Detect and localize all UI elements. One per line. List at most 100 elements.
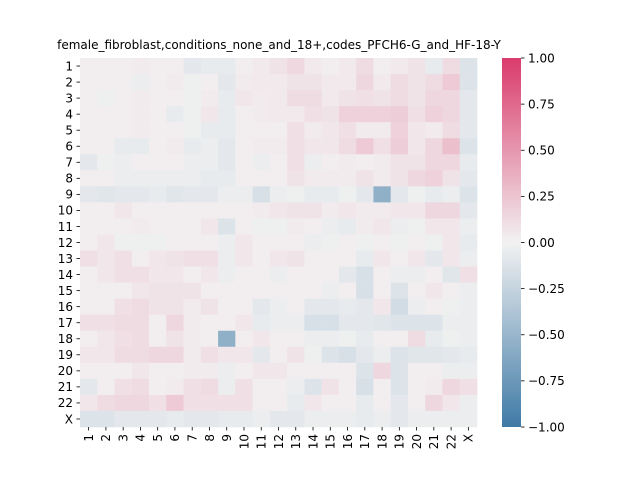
heatmap-cell	[269, 234, 288, 251]
heatmap-cell	[356, 362, 374, 380]
heatmap-cell	[183, 410, 202, 428]
heatmap-cell	[149, 186, 167, 203]
heatmap-cell	[425, 378, 443, 396]
heatmap-cell	[252, 122, 271, 139]
heatmap-cell	[97, 314, 115, 332]
heatmap-cell	[304, 298, 322, 315]
heatmap-cell	[235, 106, 253, 123]
y-tick-label: 4	[65, 107, 73, 121]
heatmap-cell	[287, 170, 305, 187]
heatmap-cell	[373, 202, 391, 219]
heatmap-cell	[114, 234, 133, 251]
heatmap-cell	[166, 202, 184, 219]
heatmap-cell	[80, 106, 98, 123]
heatmap-cell	[131, 90, 150, 107]
heatmap-cell	[338, 122, 357, 139]
heatmap-cell	[373, 218, 391, 235]
heatmap-cell	[356, 330, 374, 348]
heatmap-cell	[373, 314, 391, 332]
heatmap-cell	[149, 58, 167, 75]
heatmap-cell	[287, 234, 305, 251]
heatmap-cell	[373, 106, 391, 123]
heatmap-cell	[425, 362, 443, 380]
heatmap-cell	[149, 90, 167, 107]
heatmap-cell	[442, 74, 461, 91]
heatmap-cell	[80, 410, 98, 428]
heatmap-cell	[97, 58, 115, 75]
heatmap-cell	[131, 186, 150, 203]
heatmap-cell	[304, 378, 322, 396]
heatmap-cell	[235, 298, 253, 315]
heatmap-cell	[356, 186, 374, 203]
heatmap-cell	[131, 138, 150, 155]
heatmap-cell	[252, 330, 271, 348]
heatmap-cell	[114, 74, 133, 91]
heatmap-cell	[80, 90, 98, 107]
heatmap-cell	[149, 298, 167, 315]
heatmap-cell	[373, 90, 391, 107]
heatmap-cell	[459, 138, 478, 155]
heatmap-cell	[321, 330, 340, 348]
heatmap-cell	[235, 138, 253, 155]
heatmap-cell	[287, 298, 305, 315]
heatmap-cell	[235, 378, 253, 396]
heatmap-cell	[183, 106, 202, 123]
heatmap-cell	[459, 186, 478, 203]
heatmap-cell	[287, 266, 305, 283]
x-tick-label: 4	[134, 434, 148, 442]
heatmap-cell	[252, 378, 271, 396]
heatmap-cell	[166, 394, 184, 412]
colorbar-tick-label: −1.00	[528, 420, 565, 434]
heatmap-cell	[287, 154, 305, 171]
heatmap-cell	[200, 186, 219, 203]
heatmap-cell	[373, 298, 391, 315]
heatmap-cell	[183, 394, 202, 412]
x-tick-label: X	[462, 434, 476, 442]
y-tick-label: 1	[65, 59, 73, 73]
heatmap-cell	[80, 346, 98, 364]
heatmap-cell	[218, 122, 236, 139]
x-tick-label: 8	[203, 434, 217, 442]
heatmap-cell	[183, 74, 202, 91]
heatmap-cell	[131, 298, 150, 315]
heatmap-cell	[114, 186, 133, 203]
heatmap-cell	[442, 170, 461, 187]
heatmap-cell	[356, 122, 374, 139]
heatmap-cell	[97, 378, 115, 396]
heatmap-cell	[442, 346, 461, 364]
heatmap-cell	[269, 218, 288, 235]
heatmap-cell	[321, 298, 340, 315]
heatmap-cells	[80, 58, 478, 428]
heatmap-cell	[338, 394, 357, 412]
heatmap-cell	[407, 170, 426, 187]
heatmap-cell	[442, 282, 461, 299]
x-tick-label: 22	[444, 434, 458, 449]
heatmap-cell	[287, 330, 305, 348]
heatmap-cell	[459, 154, 478, 171]
colorbar-tick-label: 0.75	[528, 97, 555, 111]
heatmap-cell	[390, 154, 409, 171]
heatmap-cell	[338, 218, 357, 235]
heatmap-cell	[459, 234, 478, 251]
heatmap-cell	[131, 314, 150, 332]
heatmap-cell	[356, 410, 374, 428]
heatmap-cell	[356, 106, 374, 123]
heatmap-cell	[235, 314, 253, 332]
heatmap-cell	[200, 58, 219, 75]
heatmap-cell	[97, 106, 115, 123]
heatmap-cell	[166, 74, 184, 91]
heatmap-cell	[390, 202, 409, 219]
heatmap-cell	[149, 154, 167, 171]
heatmap-cell	[442, 58, 461, 75]
heatmap-cell	[80, 74, 98, 91]
heatmap-cell	[287, 362, 305, 380]
heatmap-cell	[97, 266, 115, 283]
heatmap-cell	[390, 58, 409, 75]
heatmap-cell	[338, 138, 357, 155]
heatmap-cell	[373, 234, 391, 251]
heatmap-cell	[131, 202, 150, 219]
heatmap-cell	[149, 330, 167, 348]
y-tick-label: 2	[65, 75, 73, 89]
heatmap-cell	[407, 298, 426, 315]
heatmap-cell	[269, 298, 288, 315]
